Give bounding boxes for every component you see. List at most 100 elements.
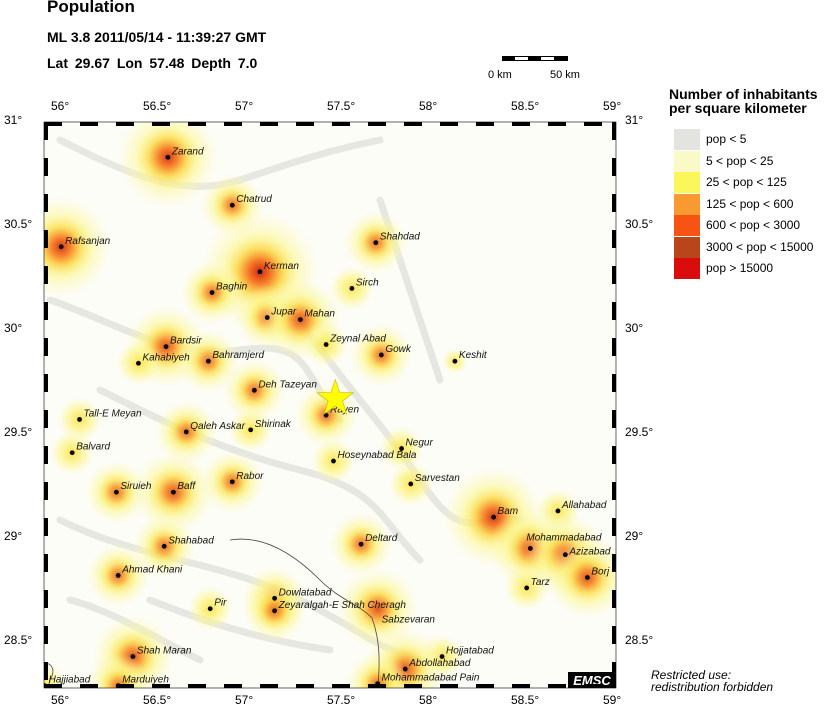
city-marker[interactable]: Gowk <box>378 344 412 358</box>
city-label: Rabor <box>236 471 264 482</box>
city-marker[interactable]: Hoseynabad Bala <box>331 450 417 464</box>
city-marker[interactable]: Rabor <box>229 471 264 485</box>
legend-label: pop < 5 <box>706 132 747 146</box>
city-marker[interactable]: Mohammadabad <box>526 532 602 551</box>
legend-label: 125 < pop < 600 <box>706 196 794 211</box>
city-marker[interactable]: Bahramjerd <box>205 350 265 364</box>
city-dot <box>251 387 257 393</box>
city-dot <box>373 240 379 246</box>
event-location: Lat 29.67 Lon 57.48 Depth 7.0 <box>47 55 258 71</box>
city-marker[interactable]: Hojjatabad <box>439 646 495 659</box>
city-marker[interactable]: Baghin <box>209 282 248 295</box>
city-marker[interactable]: Tarz <box>524 577 550 591</box>
city-dot <box>136 360 141 366</box>
city-dot <box>161 543 167 549</box>
city-marker[interactable]: Bam <box>491 506 518 520</box>
population-density-layer <box>44 122 616 688</box>
city-marker[interactable]: Pir <box>207 598 227 612</box>
city-label: Sarvestan <box>415 473 460 484</box>
city-marker[interactable]: Borj <box>585 567 610 580</box>
lat-tick-left: 30.5° <box>4 217 33 231</box>
city-label: Qaleh Askar <box>190 421 245 432</box>
city-marker[interactable]: Azizabad <box>562 547 611 558</box>
city-marker[interactable]: Ahmad Khani <box>115 564 183 578</box>
city-dot <box>130 654 136 659</box>
city-label: Hojjatabad <box>446 646 494 657</box>
city-dot <box>297 317 303 322</box>
city-label: Baff <box>177 481 196 492</box>
city-dot <box>113 489 119 495</box>
city-label: Rafsanjan <box>65 236 110 247</box>
city-label: Sabzevaran <box>382 615 436 626</box>
city-marker[interactable]: Sirch <box>349 277 379 291</box>
scale-bar <box>502 56 568 61</box>
legend-item: 3000 < pop < 15000 <box>674 236 828 258</box>
lon-tick-bottom: 59° <box>603 693 622 707</box>
city-marker[interactable]: Shirinak <box>248 419 292 433</box>
city-marker[interactable]: Siruieh <box>113 481 152 495</box>
lat-tick-right: 30° <box>625 321 644 335</box>
city-marker[interactable]: Sabzevaran <box>382 615 436 626</box>
city-marker[interactable]: Negur <box>399 438 433 451</box>
city-dot <box>349 286 355 291</box>
city-marker[interactable]: Deltard <box>358 533 398 547</box>
city-dot <box>408 481 414 487</box>
city-dot <box>115 573 121 578</box>
city-dot <box>399 446 404 451</box>
city-dot <box>323 342 329 347</box>
city-label: Hajjiabad <box>49 675 91 686</box>
city-marker[interactable]: Abdollahabad <box>402 658 471 672</box>
city-marker[interactable]: Zeyaralgah-E Shah Cheragh <box>272 600 406 614</box>
legend-item: pop > 15000 <box>674 258 828 279</box>
city-marker[interactable]: Rafsanjan <box>58 236 111 250</box>
city-marker[interactable]: Kerman <box>257 261 299 275</box>
city-marker[interactable]: Chatrud <box>229 194 272 208</box>
lat-tick-right: 29.5° <box>625 425 654 439</box>
city-marker[interactable]: Balvard <box>69 442 111 456</box>
city-marker[interactable]: Zarand <box>165 146 204 160</box>
city-marker[interactable]: Shahabad <box>161 535 214 549</box>
city-marker[interactable]: Shahdad <box>373 232 420 246</box>
city-marker[interactable]: Allahabad <box>555 500 607 514</box>
lat-tick-right: 30.5° <box>625 217 654 231</box>
legend-swatch <box>674 215 700 236</box>
lon-tick-bottom: 56.5° <box>143 693 172 707</box>
city-marker[interactable]: Keshit <box>452 350 488 364</box>
lat-tick-right: 28.5° <box>625 633 654 647</box>
city-marker[interactable]: Baff <box>171 481 196 495</box>
city-dot <box>555 508 561 514</box>
city-label: Ahmad Khani <box>121 564 183 575</box>
city-label: Tarz <box>531 577 550 588</box>
city-marker[interactable]: Kahabiyeh <box>136 352 190 366</box>
city-marker[interactable]: Bardsir <box>163 336 203 350</box>
city-marker[interactable]: Sarvestan <box>408 473 460 487</box>
city-marker[interactable]: Mahan <box>297 309 335 322</box>
city-dot <box>527 546 533 551</box>
lon-tick-bottom: 57.5° <box>327 693 356 707</box>
lon-tick-bottom: 57° <box>235 693 254 707</box>
city-marker[interactable]: Dowlatabad <box>272 587 332 601</box>
city-label: Marduiyeh <box>122 675 169 686</box>
city-label: Bardsir <box>170 336 202 347</box>
lon-tick-top: 56° <box>51 99 70 113</box>
city-marker[interactable]: Deh Tazeyan <box>251 379 317 393</box>
scale-end-label: 50 km <box>550 69 580 81</box>
density-core <box>44 214 94 279</box>
city-marker[interactable]: Tall-E Meyan <box>77 408 142 422</box>
city-dot <box>248 427 254 433</box>
lon-tick-top: 58° <box>419 99 438 113</box>
city-dot <box>207 606 213 612</box>
city-marker[interactable]: Shah Maran <box>130 646 192 659</box>
city-label: Chatrud <box>236 194 272 205</box>
city-marker[interactable]: Jupar <box>264 307 297 320</box>
city-label: Kerman <box>264 261 299 272</box>
city-label: Azizabad <box>568 547 611 558</box>
city-dot <box>378 352 384 358</box>
city-dot <box>163 344 169 350</box>
map-frame <box>43 121 617 689</box>
city-marker[interactable]: Zeynal Abad <box>323 334 387 347</box>
city-label: Shahabad <box>168 535 214 546</box>
star-icon[interactable] <box>316 378 355 415</box>
city-label: Gowk <box>385 344 412 355</box>
city-marker[interactable]: Qaleh Askar <box>183 421 246 435</box>
